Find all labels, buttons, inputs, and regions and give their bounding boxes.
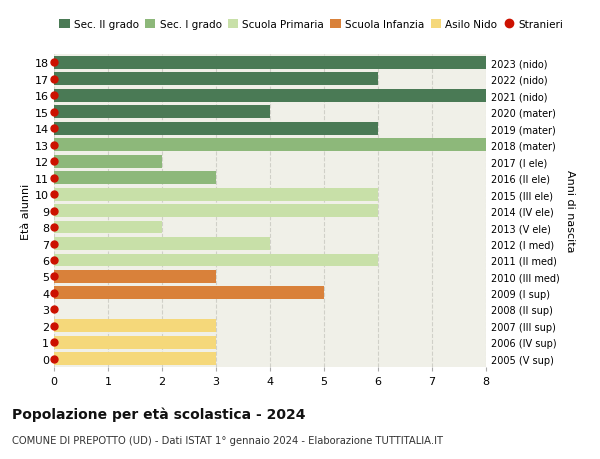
Bar — [54, 254, 378, 267]
Text: Popolazione per età scolastica - 2024: Popolazione per età scolastica - 2024 — [12, 406, 305, 421]
Bar — [54, 353, 216, 365]
Y-axis label: Anni di nascita: Anni di nascita — [565, 170, 575, 252]
Bar — [54, 123, 378, 135]
Bar — [54, 139, 486, 152]
Bar — [54, 188, 378, 201]
Bar — [54, 156, 162, 168]
Y-axis label: Età alunni: Età alunni — [21, 183, 31, 239]
Bar — [54, 90, 486, 102]
Legend: Sec. II grado, Sec. I grado, Scuola Primaria, Scuola Infanzia, Asilo Nido, Stran: Sec. II grado, Sec. I grado, Scuola Prim… — [59, 20, 563, 30]
Bar — [54, 270, 216, 283]
Bar — [54, 57, 486, 70]
Bar — [54, 205, 378, 218]
Bar — [54, 221, 162, 234]
Text: COMUNE DI PREPOTTO (UD) - Dati ISTAT 1° gennaio 2024 - Elaborazione TUTTITALIA.I: COMUNE DI PREPOTTO (UD) - Dati ISTAT 1° … — [12, 435, 443, 445]
Bar — [54, 73, 378, 86]
Bar — [54, 287, 324, 300]
Bar — [54, 238, 270, 251]
Bar — [54, 336, 216, 349]
Bar — [54, 320, 216, 332]
Bar — [54, 106, 270, 119]
Bar — [54, 172, 216, 185]
